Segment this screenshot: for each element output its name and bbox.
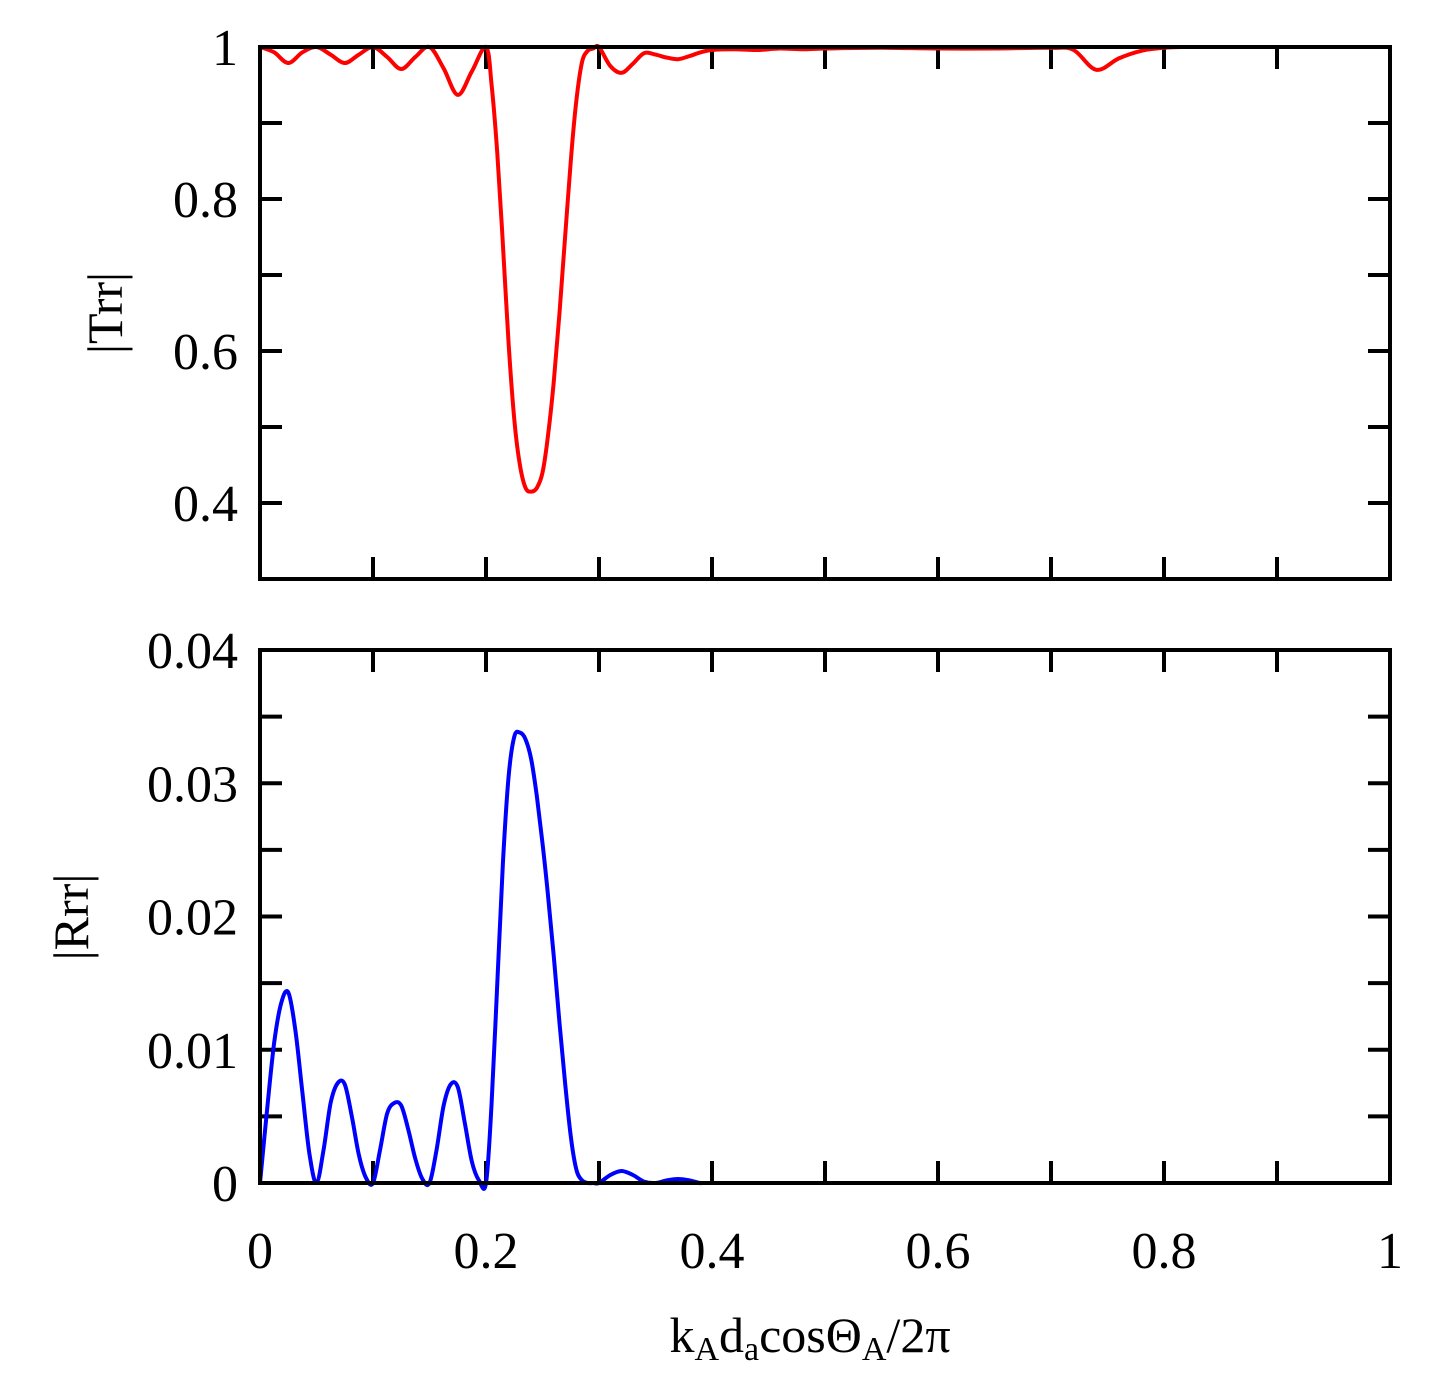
y-tick-label: 0.02 — [147, 890, 238, 947]
bottom-y-tick-labels: 0 0.01 0.02 0.03 0.04 — [147, 623, 238, 1213]
bottom-plot-frame — [258, 648, 1392, 1185]
top-plot-frame — [258, 45, 1392, 581]
rrr-series-line — [258, 729, 1347, 1191]
y-tick-label: 0.03 — [147, 756, 238, 813]
bottom-x-ticks — [258, 650, 1392, 1183]
top-y-axis-title: |Trr| — [77, 272, 133, 354]
reflection-panel: 0 0.01 0.02 0.03 0.04 0 0.2 0.4 0.6 0.8 1 |Rrr| k… — [43, 623, 1403, 1368]
y-tick-label: 1 — [212, 20, 238, 77]
x-tick-label: 0.6 — [906, 1223, 971, 1280]
bottom-y-axis-title: |Rrr| — [43, 874, 99, 961]
bottom-x-tick-labels: 0 0.2 0.4 0.6 0.8 1 — [247, 1223, 1403, 1280]
y-tick-label: 0.6 — [173, 324, 238, 381]
top-y-ticks — [260, 45, 1390, 581]
x-axis-title: kAdacosΘA/2π — [669, 1307, 950, 1368]
x-tick-label: 1 — [1377, 1223, 1403, 1280]
transmission-panel: 0.4 0.6 0.8 1 |Trr| — [77, 20, 1392, 581]
bottom-y-ticks — [260, 648, 1390, 1185]
y-tick-label: 0.01 — [147, 1023, 238, 1080]
y-tick-label: 0.4 — [173, 476, 238, 533]
trr-series-line — [258, 43, 1189, 494]
top-x-ticks — [258, 47, 1392, 579]
x-tick-label: 0.4 — [680, 1223, 745, 1280]
y-tick-label: 0.04 — [147, 623, 238, 680]
y-tick-label: 0.8 — [173, 172, 238, 229]
top-y-tick-labels: 0.4 0.6 0.8 1 — [173, 20, 238, 533]
y-tick-label: 0 — [212, 1156, 238, 1213]
x-tick-label: 0.2 — [454, 1223, 519, 1280]
x-tick-label: 0 — [247, 1223, 273, 1280]
x-tick-label: 0.8 — [1132, 1223, 1197, 1280]
